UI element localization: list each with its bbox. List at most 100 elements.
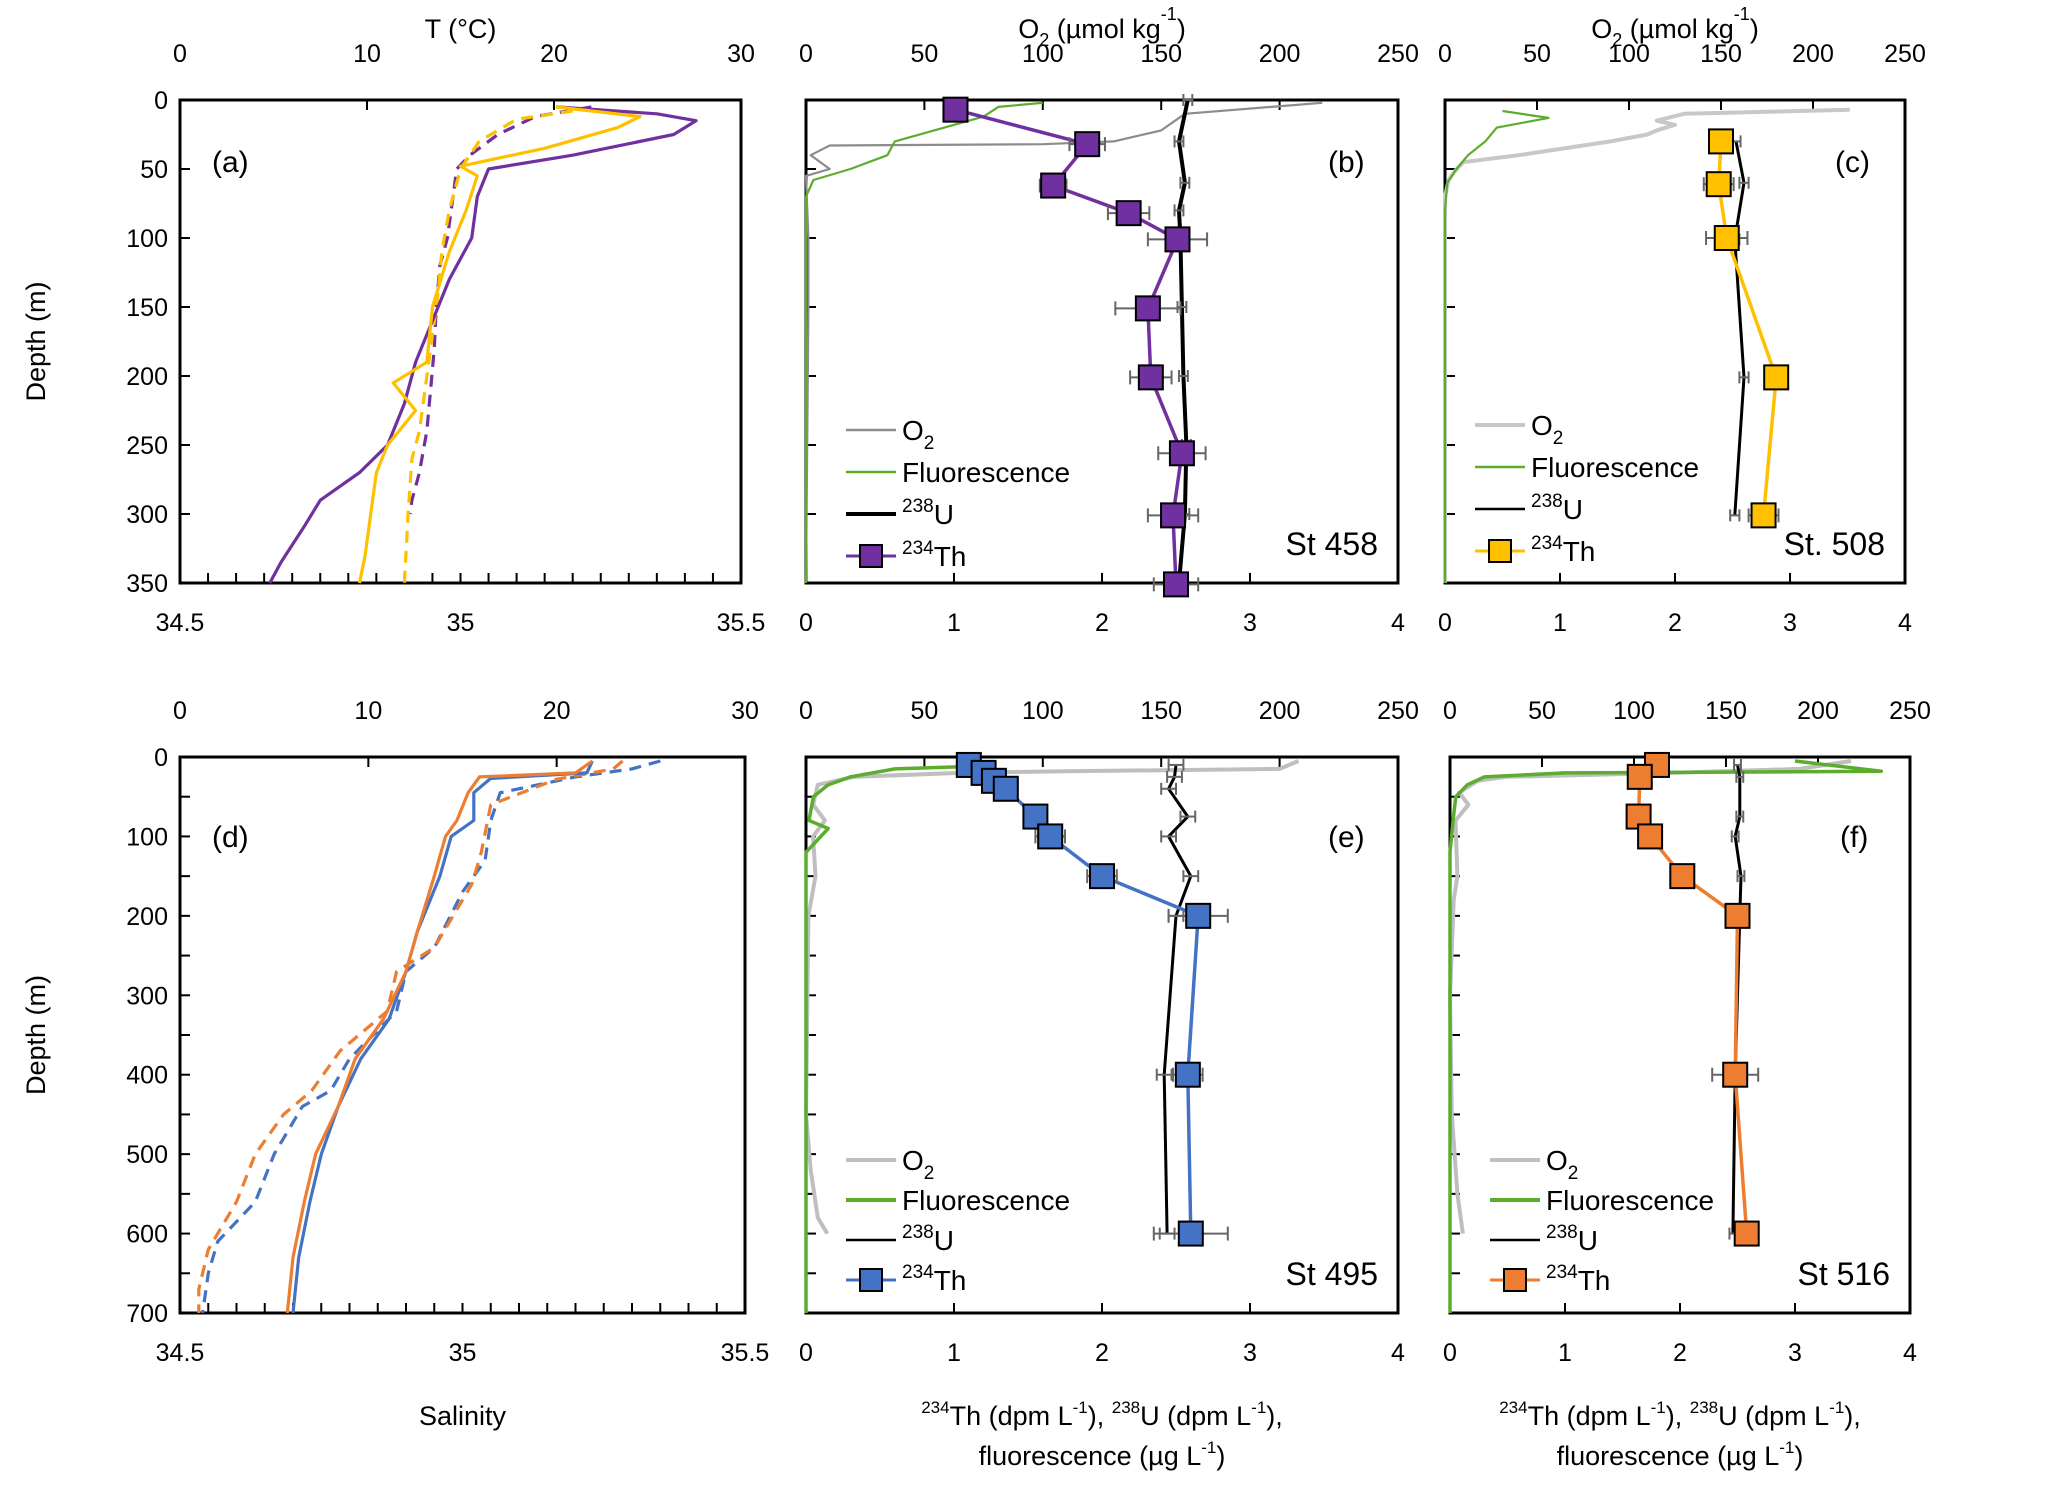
bottom-axis-title-part: ), xyxy=(1666,1401,1690,1431)
bottom-axis-title-part: fluorescence (µg L xyxy=(979,1441,1202,1471)
legend-item: 234Th xyxy=(846,1262,966,1296)
th234-data-point xyxy=(1174,1061,1201,1088)
legend-item: 238U xyxy=(846,496,954,530)
bottom-axis-tick-label: 35.5 xyxy=(717,609,766,637)
bottom-axis-tick-label: 35.5 xyxy=(721,1339,770,1367)
top-axis-tick-label: 10 xyxy=(353,40,381,68)
y-axis-tick-label: 300 xyxy=(126,501,168,529)
top-axis-tick-label: 30 xyxy=(731,697,759,725)
th234-data-point xyxy=(1137,364,1164,391)
y-axis-title: Depth (m) xyxy=(21,975,51,1095)
legend-label-sub: 2 xyxy=(924,433,935,454)
bottom-axis-title-part: -1 xyxy=(1651,1398,1666,1417)
fluorescence-profile-line xyxy=(1448,759,1884,1313)
top-axis-tick-label: 150 xyxy=(1700,40,1742,68)
temperature-profile-line xyxy=(197,759,624,1313)
bottom-axis-tick-label: 35 xyxy=(447,609,475,637)
legend-label: Fluorescence xyxy=(1531,452,1699,483)
th234-data-point xyxy=(1185,902,1212,929)
bottom-axis-tick-label: 2 xyxy=(1673,1339,1687,1367)
bottom-axis-tick-label: 1 xyxy=(947,1339,961,1367)
y-axis-tick-label: 400 xyxy=(126,1062,168,1090)
legend-item: Fluorescence xyxy=(846,457,1070,488)
legend-label: 238U xyxy=(902,1222,954,1256)
legend-label-main: Fluorescence xyxy=(902,457,1070,488)
bottom-axis-title-part: -1 xyxy=(1201,1438,1216,1457)
y-axis-title: Depth (m) xyxy=(21,281,51,401)
th234-data-point xyxy=(1626,763,1653,790)
bottom-axis-tick-label: 34.5 xyxy=(156,609,205,637)
top-axis-title: T (°C) xyxy=(425,14,497,44)
legend-label-sub: 2 xyxy=(1568,1163,1579,1184)
bottom-axis-tick-label: 0 xyxy=(799,609,813,637)
top-axis-tick-label: 150 xyxy=(1140,697,1182,725)
legend-item: O2 xyxy=(846,415,934,454)
th234-data-point xyxy=(1722,1061,1749,1088)
legend-item: O2 xyxy=(1475,410,1563,449)
top-axis-tick-label: 150 xyxy=(1140,40,1182,68)
legend-label-sub: 2 xyxy=(924,1163,935,1184)
bottom-axis-title-part: ) xyxy=(1216,1441,1225,1471)
fluorescence-profile-line xyxy=(804,101,1043,583)
top-axis-tick-label: 0 xyxy=(1443,697,1457,725)
panel-label: (f) xyxy=(1840,821,1868,854)
th234-profile-line xyxy=(955,108,1184,585)
legend-label-sup: 238 xyxy=(1531,491,1563,512)
o2-profile-line xyxy=(804,759,1300,1235)
th234-data-point xyxy=(1724,902,1751,929)
panel-d: 0 10 20 30 34.5 35 35.5 0 100 200 300 400 500 600 700 D… xyxy=(21,697,769,1431)
top-axis-title-part: O xyxy=(1591,14,1612,44)
panel-label: (b) xyxy=(1328,146,1365,179)
th234-data-point xyxy=(1713,225,1740,251)
bottom-axis-tick-label: 3 xyxy=(1788,1339,1802,1367)
bottom-axis-title-part: 238 xyxy=(1112,1398,1140,1417)
temperature-profile-line xyxy=(201,759,661,1314)
plot-frame xyxy=(178,98,743,585)
legend-item: Fluorescence xyxy=(846,1185,1070,1216)
bottom-axis-title-part: ), xyxy=(1844,1401,1861,1431)
legend-label-sub: 2 xyxy=(1553,428,1564,449)
legend-label: 234Th xyxy=(1531,533,1595,567)
legend-item: 234Th xyxy=(1475,533,1595,567)
panel-label: (d) xyxy=(212,821,249,854)
legend-swatch-marker xyxy=(859,544,883,568)
legend-label-main: U xyxy=(934,1225,954,1256)
bottom-axis-title: Salinity xyxy=(419,1401,507,1431)
y-axis-tick-label: 500 xyxy=(126,1141,168,1169)
bottom-axis-title-part: -1 xyxy=(1829,1398,1844,1417)
legend-item: 234Th xyxy=(1490,1262,1610,1296)
legend-label-main: U xyxy=(1578,1225,1598,1256)
th234-data-point xyxy=(1750,502,1777,529)
panel-a: 0 10 20 30 34.5 35 35.5 0 50 100 150 200 250 300 350 De… xyxy=(21,14,765,637)
bottom-axis-tick-label: 0 xyxy=(799,1339,813,1367)
bottom-axis-title-part: ) xyxy=(1794,1441,1803,1471)
bottom-axis-title-part: 238 xyxy=(1690,1398,1718,1417)
th234-data-point xyxy=(1089,863,1115,890)
legend-label-main: U xyxy=(1563,494,1583,525)
top-axis-title-part: (µmol kg xyxy=(1049,14,1161,44)
legend-label-sup: 234 xyxy=(902,538,934,559)
panel-label: (c) xyxy=(1835,146,1870,179)
legend-label-sup: 238 xyxy=(902,1222,934,1243)
legend-item: 238U xyxy=(1490,1222,1598,1256)
legend-label: Fluorescence xyxy=(1546,1185,1714,1216)
bottom-axis-title-part: 234 xyxy=(1499,1398,1527,1417)
u238-profile-line xyxy=(1733,141,1746,516)
th234-data-point xyxy=(992,775,1019,802)
legend-label: O2 xyxy=(1546,1145,1578,1184)
legend-item: O2 xyxy=(1490,1145,1578,1184)
legend-label-main: O xyxy=(1531,410,1553,441)
y-axis-tick-label: 250 xyxy=(126,432,168,460)
bottom-axis-title-line2: fluorescence (µg L-1) xyxy=(979,1438,1226,1471)
top-axis-title-part: ) xyxy=(1177,14,1186,44)
y-axis-tick-label: 100 xyxy=(126,823,168,851)
bottom-axis-tick-label: 0 xyxy=(1438,609,1452,637)
bottom-axis-tick-label: 2 xyxy=(1095,1339,1109,1367)
legend-swatch-marker xyxy=(1488,539,1512,563)
panel-label: (e) xyxy=(1328,821,1365,854)
legend-label-main: Th xyxy=(1578,1265,1611,1296)
legend-label: 234Th xyxy=(902,1262,966,1296)
